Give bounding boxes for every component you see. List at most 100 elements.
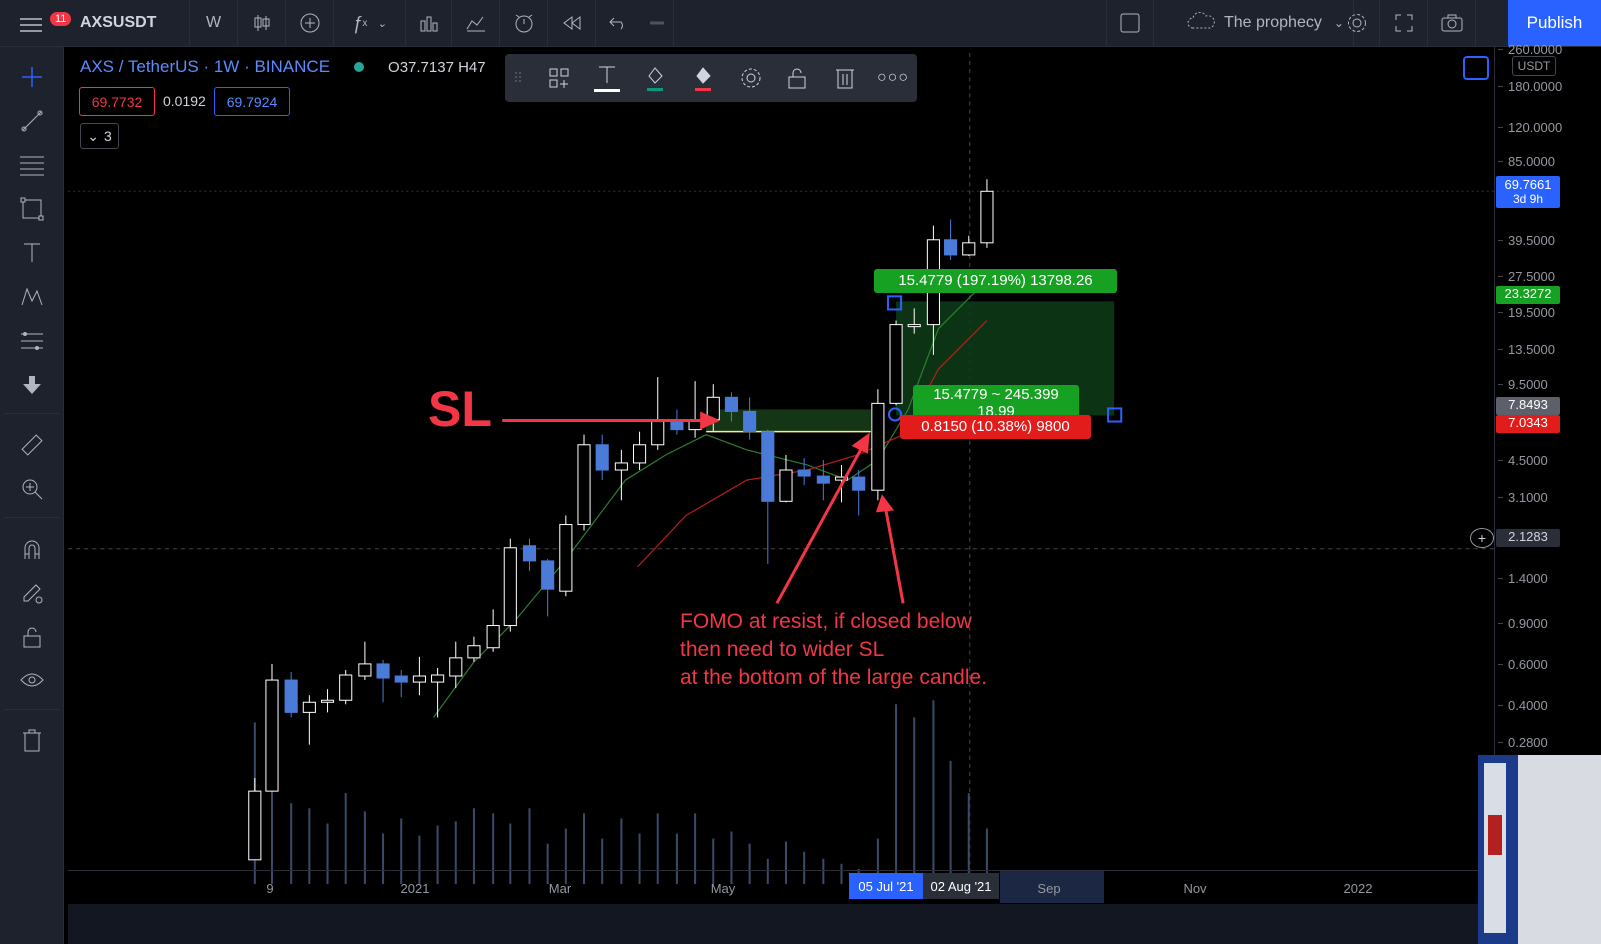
time-tick: Sep: [1037, 881, 1061, 896]
candle-body: [907, 324, 921, 328]
sl-arrow-head: [700, 411, 721, 430]
ruler-icon[interactable]: [0, 425, 64, 465]
bar-countdown: 3d 9h: [1512, 192, 1544, 206]
compare-icon[interactable]: [286, 0, 334, 46]
trend-line-icon[interactable]: [0, 101, 64, 141]
candle-body: [614, 462, 628, 471]
drawing-toolbar-left: [0, 47, 64, 944]
candle-body: [632, 444, 647, 464]
chart-legend[interactable]: AXS / TetherUS · 1W · BINANCE O37.7137 H…: [80, 57, 486, 77]
undo-icon[interactable]: [596, 0, 640, 46]
ratio-label[interactable]: 15.4779 ~ 245.399 18.99: [913, 385, 1079, 419]
fomo-annotation[interactable]: FOMO at resist, if closed below then nee…: [680, 608, 987, 692]
chart-type-icon[interactable]: [238, 0, 286, 46]
magnet-icon[interactable]: [0, 529, 64, 569]
camera-icon[interactable]: [1428, 0, 1476, 46]
interval-button[interactable]: W: [190, 0, 238, 46]
candle-body: [486, 625, 500, 649]
auto-scale-icon[interactable]: [1463, 56, 1489, 80]
pattern-icon[interactable]: [0, 277, 64, 317]
candle-body: [816, 475, 830, 484]
stay-drawing-icon[interactable]: [0, 573, 64, 613]
entry-zone: [706, 409, 871, 432]
bottom-toolbar: [68, 904, 1478, 944]
trash-icon[interactable]: [0, 721, 64, 761]
candle-body: [962, 242, 976, 256]
chart-canvas[interactable]: [68, 47, 1508, 890]
fullscreen-icon[interactable]: [1380, 0, 1428, 46]
price-tick: 0.2800: [1498, 735, 1593, 750]
right-handle: [1107, 407, 1123, 423]
ohlc-values: O37.7137 H47: [388, 58, 486, 76]
candle-body: [376, 663, 390, 679]
zoom-in-icon[interactable]: [0, 469, 64, 509]
candle-body: [284, 679, 298, 713]
line-color-icon[interactable]: [685, 60, 721, 96]
stop-label[interactable]: 0.8150 (10.38%) 9800: [900, 415, 1091, 439]
rectangle-icon[interactable]: [0, 189, 64, 229]
replay-icon[interactable]: [548, 0, 596, 46]
prediction-icon[interactable]: [0, 321, 64, 361]
delete-icon[interactable]: [827, 60, 863, 96]
candle-body: [852, 476, 866, 491]
text-color-icon[interactable]: [589, 60, 625, 96]
candle-body: [559, 524, 573, 592]
chevron-down-icon: ⌄: [1333, 16, 1344, 30]
candle-body: [302, 701, 316, 713]
add-alert-icon[interactable]: +: [1470, 528, 1494, 548]
symbol-search-button[interactable]: AXSUSDT: [66, 0, 190, 46]
crosshair-icon[interactable]: [0, 57, 64, 97]
drag-handle-icon[interactable]: ⠿: [512, 69, 524, 86]
price-tick: 1.4000: [1498, 571, 1593, 586]
financials-icon[interactable]: [452, 0, 500, 46]
templates-icon[interactable]: [406, 0, 452, 46]
price-tick: 180.0000: [1498, 79, 1593, 94]
time-axis[interactable]: 9 2021 Mar May Sep Nov 2022 05 Jul '21 0…: [68, 870, 1478, 903]
currency-button[interactable]: USDT: [1512, 56, 1556, 76]
text-icon[interactable]: [0, 233, 64, 273]
candle-body: [797, 469, 811, 477]
fill-color-icon[interactable]: [637, 60, 673, 96]
candle-body: [320, 699, 335, 703]
main-menu-button[interactable]: 11: [14, 10, 72, 38]
settings-icon[interactable]: [733, 60, 769, 96]
notification-badge: 11: [50, 12, 72, 26]
sell-button[interactable]: 69.7732: [79, 87, 155, 116]
candle-body: [577, 444, 591, 526]
floating-drawing-toolbar: ⠿ ○○○: [505, 54, 917, 102]
fomo-arrow-1-head: [851, 432, 870, 454]
cloud-icon: [1186, 11, 1216, 35]
price-tick: 4.5000: [1498, 453, 1593, 468]
alert-icon[interactable]: [500, 0, 548, 46]
arrow-down-icon[interactable]: [0, 365, 64, 405]
candle-body: [651, 421, 665, 446]
chevron-down-icon: ⌄: [87, 127, 99, 144]
lock-icon[interactable]: [0, 617, 64, 657]
time-end-label: 02 Aug '21: [923, 873, 999, 899]
candle-body: [522, 545, 537, 562]
select-layout-icon[interactable]: [1106, 0, 1154, 46]
more-icon[interactable]: ○○○: [877, 69, 909, 86]
layout-name-dropdown[interactable]: The prophecy ⌄: [1178, 0, 1354, 46]
time-tick: 9: [266, 881, 274, 896]
ema-red: [637, 320, 988, 568]
publish-button[interactable]: Publish: [1508, 0, 1601, 46]
indicator-collapse-button[interactable]: ⌄ 3: [80, 123, 119, 149]
eye-icon[interactable]: [0, 661, 64, 701]
sl-annotation[interactable]: SL: [428, 381, 492, 437]
settings-icon[interactable]: [1334, 0, 1380, 46]
layout-name-label: The prophecy: [1224, 14, 1322, 31]
fib-retracement-icon[interactable]: [0, 145, 64, 185]
redo-icon[interactable]: [640, 0, 674, 46]
candle-body: [944, 239, 958, 256]
candle-body: [980, 190, 994, 244]
price-tick: 120.0000: [1498, 120, 1593, 135]
target-label[interactable]: 15.4779 (197.19%) 13798.26: [874, 269, 1117, 293]
template-icon[interactable]: [541, 60, 577, 96]
candle-body: [834, 476, 849, 481]
candles: [248, 179, 994, 861]
ratio-text: 15.4779 ~ 245.399: [933, 386, 1059, 403]
buy-button[interactable]: 69.7924: [214, 87, 290, 116]
unlock-icon[interactable]: [779, 60, 815, 96]
